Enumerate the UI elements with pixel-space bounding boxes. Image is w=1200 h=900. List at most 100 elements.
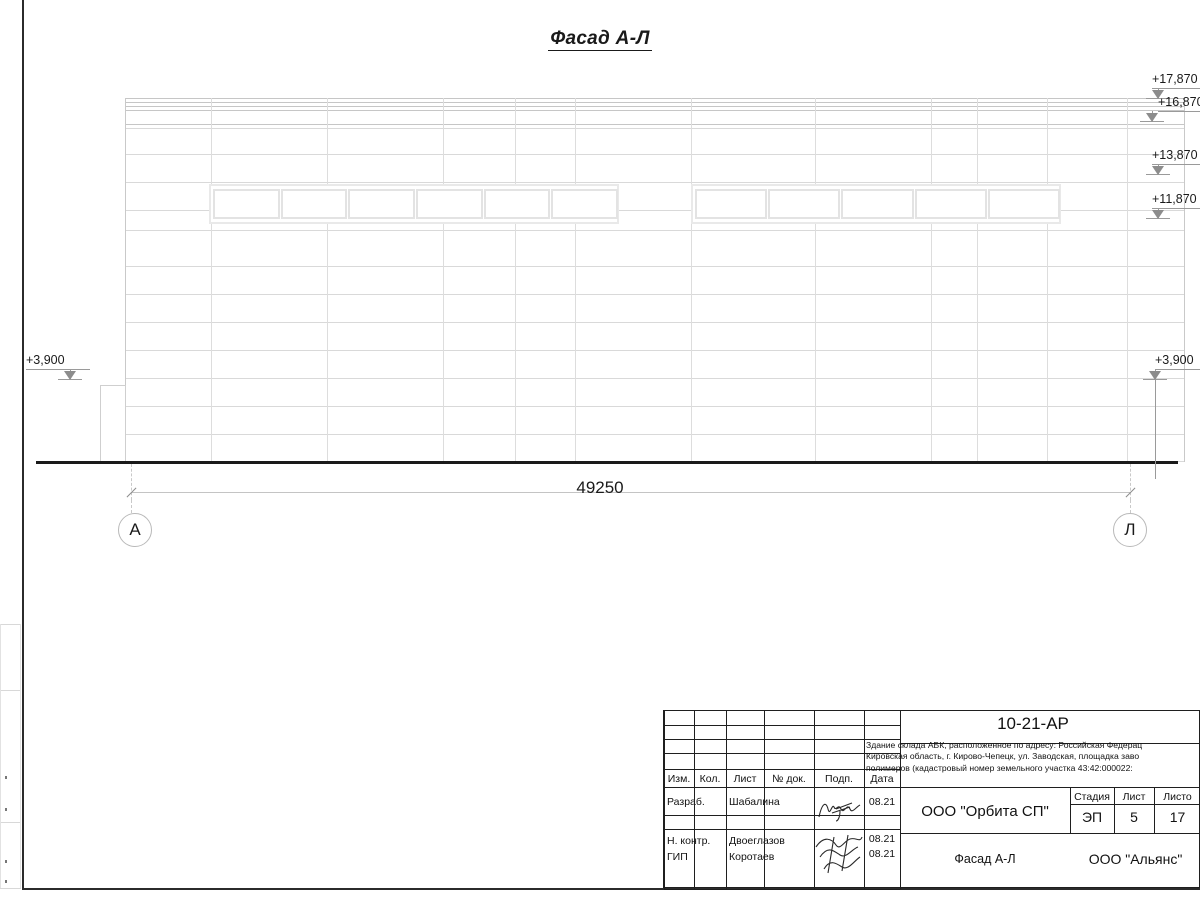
signature-controller xyxy=(815,834,863,874)
facade-siding-line xyxy=(125,230,1185,231)
tb-vline xyxy=(664,711,665,889)
role-0-date: 08.21 xyxy=(868,796,896,808)
role-1-date: 08.21 xyxy=(868,832,896,845)
margin-mark xyxy=(5,860,7,863)
facade-column-line xyxy=(815,98,816,462)
object-description-line-3: полимеров (кадастровый номер земельного … xyxy=(866,762,1133,773)
th-list: Лист xyxy=(733,773,757,785)
window-pane xyxy=(348,189,415,219)
window-pane xyxy=(914,189,987,219)
th-data: Дата xyxy=(870,773,894,785)
axis-stem-left xyxy=(131,500,133,513)
margin-line xyxy=(0,624,21,625)
sheet-total: 17 xyxy=(1169,809,1186,825)
tb-hline xyxy=(900,743,1200,744)
facade-siding-line xyxy=(125,210,1185,211)
margin-line xyxy=(20,624,21,888)
margin-mark xyxy=(5,880,7,883)
th-list2: Лист xyxy=(1122,790,1146,803)
facade-elevation xyxy=(125,98,1185,462)
window-pane xyxy=(551,189,618,219)
facade-column-line xyxy=(515,98,516,462)
facade-column-line xyxy=(1184,98,1185,462)
th-ndok: № док. xyxy=(772,773,806,785)
facade-column-line xyxy=(977,98,978,462)
facade-siding-line xyxy=(125,266,1185,267)
sheet-frame-bottom xyxy=(22,888,1200,890)
facade-column-line xyxy=(1127,98,1128,462)
facade-siding-line xyxy=(125,350,1185,351)
axis-stem-right xyxy=(1130,500,1132,513)
window-pane xyxy=(483,189,551,219)
role-2-date: 08.21 xyxy=(868,847,896,860)
window-pane xyxy=(280,189,348,219)
facade-siding-line xyxy=(125,154,1185,155)
role-0-name: Шабалина xyxy=(729,796,780,808)
role-1-name: Двоеглазов xyxy=(729,835,785,847)
margin-line xyxy=(0,822,21,823)
role-1-label: Н. контр. xyxy=(667,835,711,847)
facade-column-line xyxy=(327,98,328,462)
tb-vline xyxy=(694,711,695,889)
facade-column-line xyxy=(211,98,212,462)
tb-vline xyxy=(1114,787,1115,833)
stage-value: ЭП xyxy=(1081,809,1103,825)
facade-siding-line xyxy=(125,182,1185,183)
window-pane xyxy=(987,189,1060,219)
role-0-label: Разраб. xyxy=(667,796,705,808)
window-pane xyxy=(213,189,280,219)
extension-line-right xyxy=(1130,464,1132,500)
client-org: ООО "Альянс" xyxy=(1088,851,1183,867)
tb-hline xyxy=(1070,804,1200,805)
sheet-number: 5 xyxy=(1130,809,1138,825)
tb-hline xyxy=(900,833,1200,834)
tb-vline xyxy=(726,711,727,889)
window-band xyxy=(691,184,1061,224)
tb-vline xyxy=(764,711,765,889)
facade-outline xyxy=(125,98,1185,462)
overall-dimension-label: 49250 xyxy=(576,478,624,497)
facade-siding-line xyxy=(125,322,1185,323)
facade-siding-line xyxy=(125,434,1185,435)
th-stadiya: Стадия xyxy=(1074,790,1110,803)
margin-mark xyxy=(5,808,7,811)
facade-siding-line xyxy=(125,378,1185,379)
facade-column-line xyxy=(125,98,126,462)
tb-hline xyxy=(664,787,900,788)
title-block: Изм. Кол. Лист № док. Подп. Дата Разраб.… xyxy=(663,710,1200,890)
role-2-label: ГИП xyxy=(667,851,688,863)
sheet-frame-left xyxy=(22,0,24,890)
tb-hline xyxy=(664,829,900,830)
window-pane xyxy=(416,189,483,219)
ground-line xyxy=(36,461,1178,464)
facade-column-line xyxy=(691,98,692,462)
tb-vline xyxy=(814,711,815,889)
facade-column-line xyxy=(443,98,444,462)
sheet-title: Фасад А-Л xyxy=(954,852,1016,866)
th-listov: Листо xyxy=(1163,790,1192,803)
facade-siding-line xyxy=(125,128,1185,129)
facade-siding-line xyxy=(125,102,1185,103)
facade-column-line xyxy=(1047,98,1048,462)
margin-line xyxy=(0,888,21,889)
margin-stamp-table xyxy=(0,624,21,889)
window-pane xyxy=(695,189,768,219)
margin-line xyxy=(0,624,1,888)
th-podp: Подп. xyxy=(825,773,853,785)
tb-hline xyxy=(664,815,900,816)
tb-hline xyxy=(664,739,900,740)
axis-bubble-l: Л xyxy=(1113,513,1147,547)
tb-hline xyxy=(664,889,900,890)
tb-hline xyxy=(664,769,900,770)
th-izm: Изм. xyxy=(667,773,691,785)
role-2-name: Коротаев xyxy=(729,851,775,863)
facade-column-line xyxy=(575,98,576,462)
tb-vline xyxy=(864,711,865,889)
facade-siding-line xyxy=(125,294,1185,295)
left-annex-block xyxy=(100,385,126,462)
facade-siding-line xyxy=(125,106,1185,107)
facade-siding-line xyxy=(125,406,1185,407)
tb-vline xyxy=(1070,787,1071,833)
object-description-line-1: Здание склада АБК, расположенное по адре… xyxy=(866,740,1143,750)
